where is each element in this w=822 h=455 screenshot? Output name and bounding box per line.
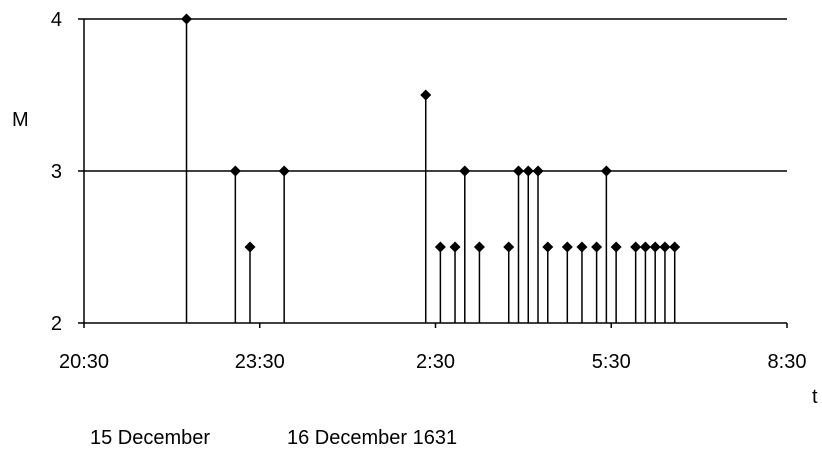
x-axis-title: t xyxy=(812,386,818,408)
data-point-16 xyxy=(591,241,603,253)
data-point-18 xyxy=(610,241,622,253)
data-point-1 xyxy=(229,165,241,177)
data-point-22 xyxy=(659,241,671,253)
markers xyxy=(181,13,681,253)
data-point-9 xyxy=(503,241,515,253)
data-point-6 xyxy=(449,241,461,253)
data-point-0 xyxy=(181,13,193,25)
grid-lines xyxy=(84,18,787,172)
data-point-13 xyxy=(542,241,554,253)
data-point-14 xyxy=(561,241,573,253)
date-caption-right: 16 December 1631 xyxy=(287,427,458,449)
y-axis-title: M xyxy=(12,109,29,131)
date-caption-left: 15 December xyxy=(90,427,211,449)
data-point-11 xyxy=(522,165,534,177)
data-point-20 xyxy=(639,241,651,253)
data-point-4 xyxy=(420,89,432,101)
data-point-21 xyxy=(649,241,661,253)
data-point-8 xyxy=(473,241,485,253)
data-point-15 xyxy=(576,241,588,253)
axes xyxy=(78,18,788,328)
data-point-17 xyxy=(600,165,612,177)
tick-labels: 2 3 4 20:30 23:30 2:30 5:30 8:30 xyxy=(51,9,807,373)
data-point-12 xyxy=(532,165,544,177)
data-point-3 xyxy=(278,165,290,177)
data-point-7 xyxy=(459,165,471,177)
data-point-23 xyxy=(669,241,681,253)
data-point-19 xyxy=(630,241,642,253)
stems xyxy=(185,19,676,323)
data-point-10 xyxy=(512,165,524,177)
y-tick-label: 4 xyxy=(51,9,62,31)
x-tick-label: 2:30 xyxy=(416,351,455,373)
y-tick-label: 2 xyxy=(51,313,62,335)
x-tick-label: 8:30 xyxy=(768,351,807,373)
x-tick-label: 5:30 xyxy=(592,351,631,373)
x-tick-label: 20:30 xyxy=(59,351,109,373)
y-tick-label: 3 xyxy=(51,161,62,183)
data-point-2 xyxy=(244,241,256,253)
data-point-5 xyxy=(434,241,446,253)
x-tick-label: 23:30 xyxy=(235,351,285,373)
